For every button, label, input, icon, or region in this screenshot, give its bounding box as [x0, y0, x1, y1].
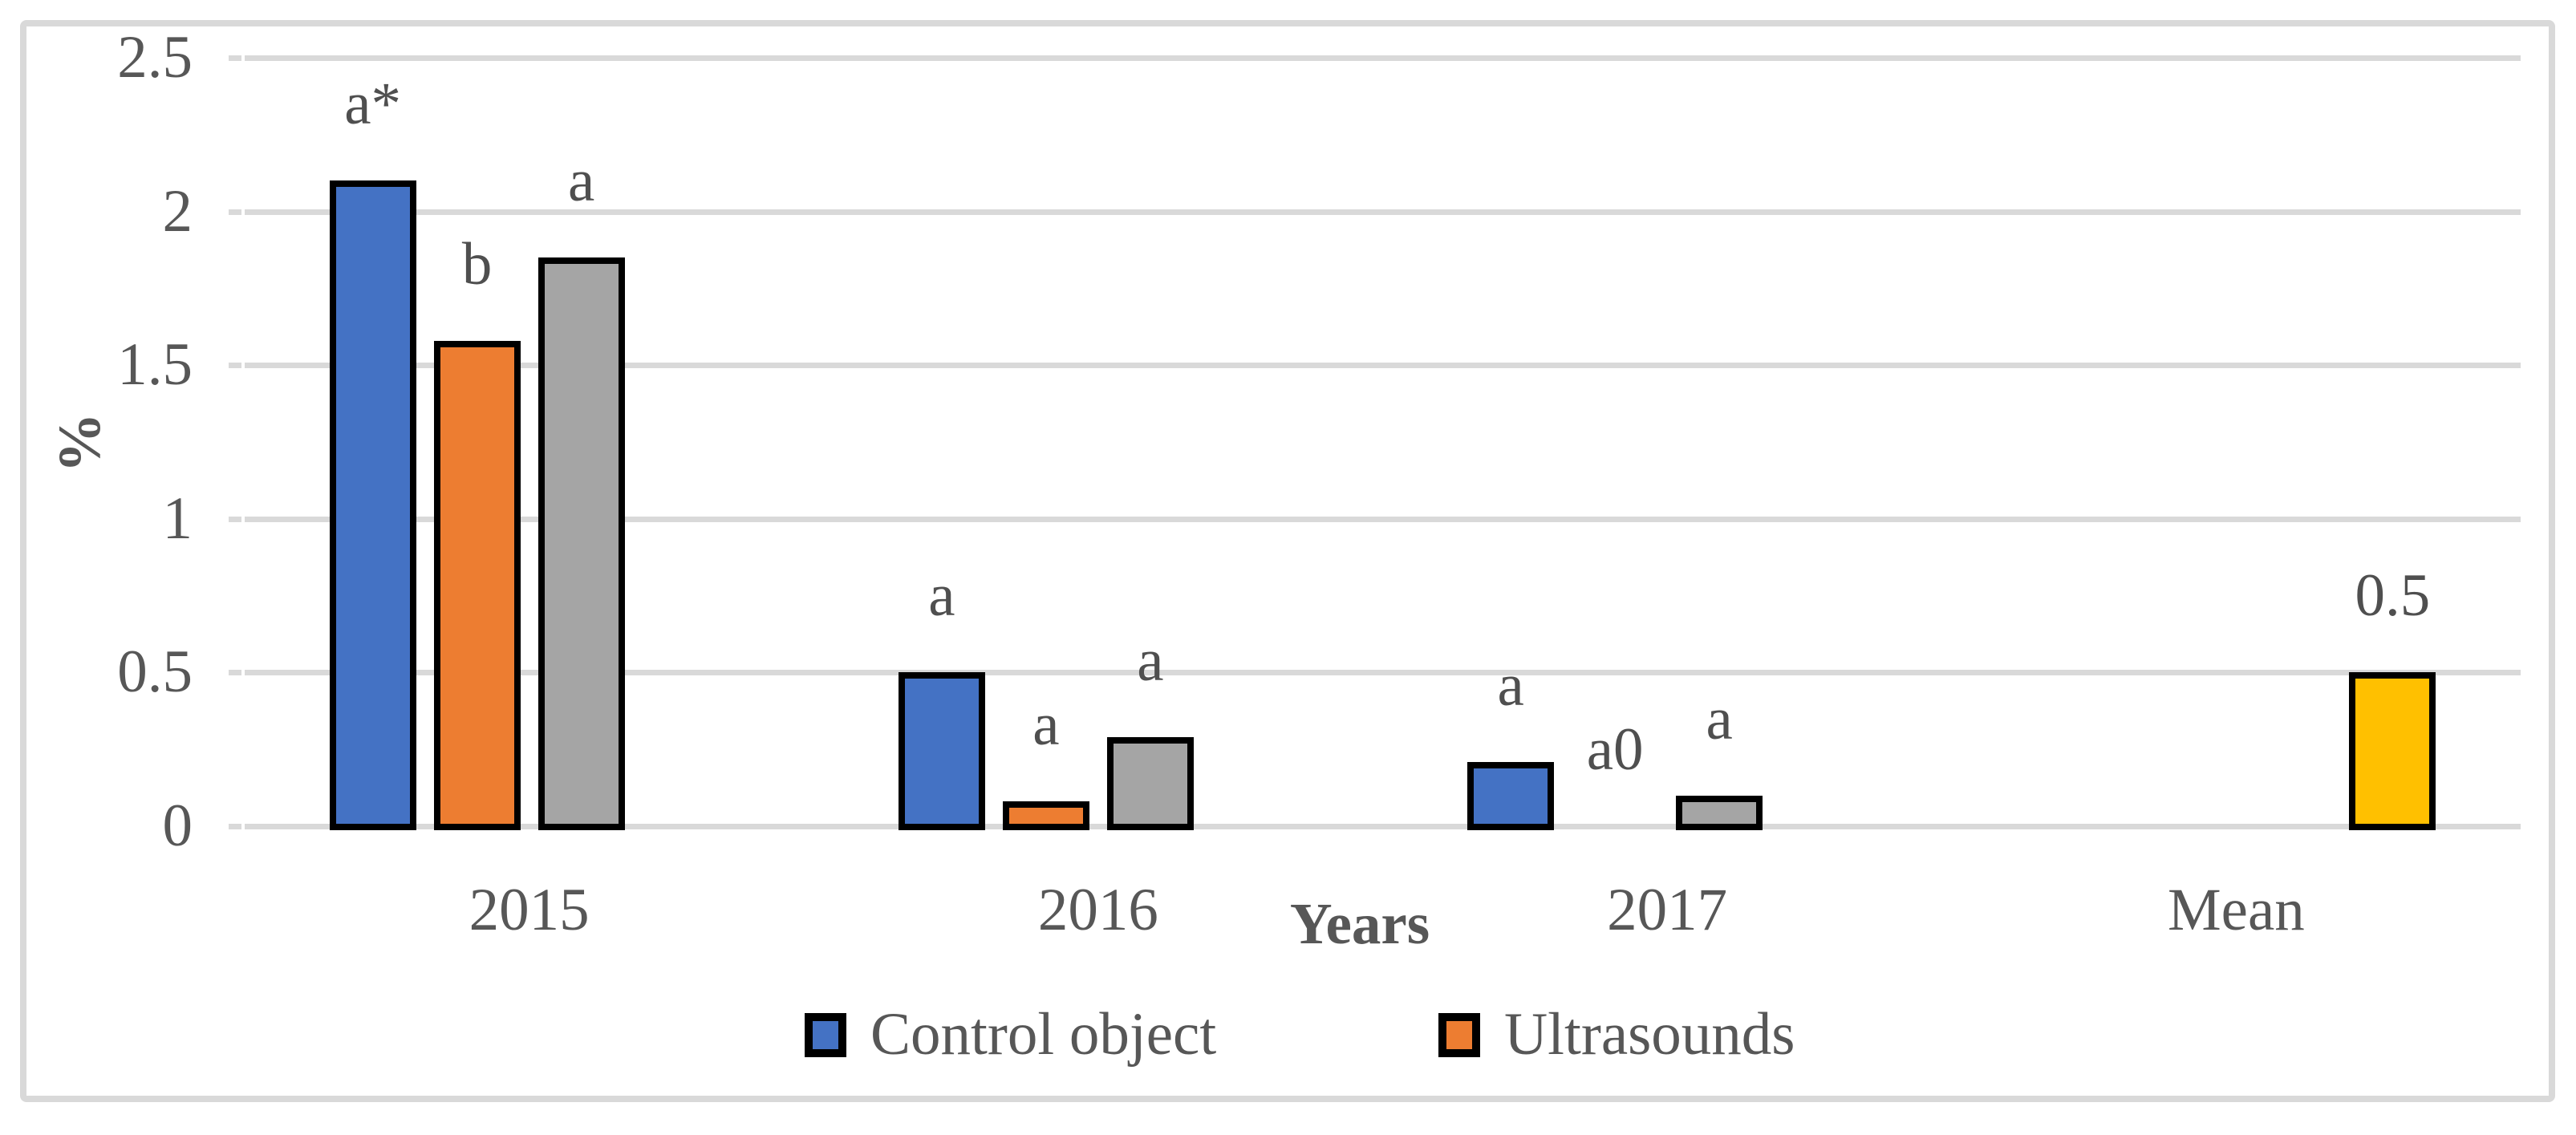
y-tick-label-2.5: 2.5 [117, 24, 193, 91]
bar-label-2016-series2: a [1032, 691, 1060, 759]
bar-2016-series1 [898, 672, 985, 830]
bar-2015-series3 [538, 257, 625, 830]
legend-label: Ultrasounds [1504, 1001, 1795, 1068]
bar-2016-series3 [1106, 736, 1194, 830]
bar-2016-series2 [1002, 801, 1089, 830]
gridline-1 [245, 516, 2521, 522]
category-label-2017: 2017 [1607, 877, 1728, 943]
y-tick-label-1: 1 [162, 484, 193, 552]
y-tick-label-0: 0 [162, 792, 193, 859]
category-label-Mean: Mean [2167, 877, 2305, 943]
y-tick-mark-1 [229, 516, 241, 522]
bar-label-2016-series3: a [1137, 626, 1164, 694]
y-tick-mark-1.5 [229, 363, 241, 369]
bar-label-2015-series3: a [567, 148, 595, 215]
y-tick-label-0.5: 0.5 [117, 638, 193, 706]
category-label-2015: 2015 [469, 877, 590, 943]
bar-2015-series2 [433, 340, 521, 830]
legend-swatch-icon [805, 1012, 846, 1057]
legend-label: Control object [870, 1001, 1217, 1068]
plot-area: a* b a a a a a a0 a 0.5 [229, 55, 2521, 830]
gridline-1.5 [245, 363, 2521, 369]
gridline-0 [245, 824, 2521, 829]
bar-Mean-series4 [2349, 672, 2436, 830]
bar-label-2017-series2: a0 [1586, 716, 1644, 783]
category-label-2016: 2016 [1037, 877, 1158, 943]
bar-label-Mean-series4: 0.5 [2355, 562, 2431, 630]
legend-item-ultrasounds: Ultrasounds [1438, 1003, 1795, 1067]
gridline-2 [245, 209, 2521, 215]
gridline-0.5 [245, 670, 2521, 676]
bar-label-2016-series1: a [928, 562, 955, 630]
gridline-2.5 [245, 55, 2521, 61]
y-tick-mark-0 [229, 824, 241, 829]
chart-outer-frame [20, 20, 2555, 1102]
x-axis-title: Years [1289, 891, 1430, 956]
legend-item-control-object: Control object [805, 1003, 1216, 1067]
y-tick-mark-0.5 [229, 670, 241, 676]
legend-swatch-icon [1438, 1012, 1480, 1057]
bar-2015-series1 [329, 180, 416, 830]
bar-label-2015-series2: b [461, 230, 493, 298]
bar-2017-series3 [1676, 795, 1763, 830]
y-tick-mark-2 [229, 209, 241, 215]
y-tick-label-2: 2 [162, 177, 193, 245]
chart-legend: Control object Ultrasounds [0, 1003, 2576, 1067]
y-tick-mark-2.5 [229, 55, 241, 61]
y-axis-tick-labels: 0 0.5 1 1.5 2 2.5 [0, 0, 193, 1135]
bar-label-2015-series1: a* [344, 71, 402, 138]
bar-2017-series1 [1467, 761, 1555, 830]
bar-label-2017-series1: a [1497, 651, 1524, 719]
y-tick-label-1.5: 1.5 [117, 331, 193, 399]
bar-label-2017-series3: a [1706, 685, 1733, 752]
